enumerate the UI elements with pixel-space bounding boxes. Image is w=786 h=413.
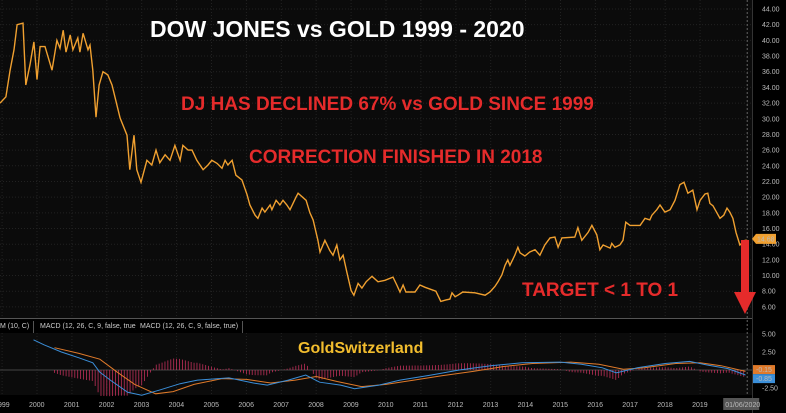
y-tick-label: 44.00 [762,7,780,14]
current-date-label: 01/06/2020 [725,402,760,409]
macd-value-badge [753,374,775,384]
x-tick-label: 2003 [134,402,150,409]
y-tick-label: 12.00 [762,257,780,264]
x-tick-label: 2011 [413,402,428,409]
x-tick-label: 2017 [622,402,638,409]
brand-watermark: GoldSwitzerland [298,340,424,357]
x-tick-label: 2018 [657,402,673,409]
x-tick-label: 2014 [518,402,534,409]
x-tick-label: 2009 [343,402,359,409]
macd-y-tick-label: 2.50 [762,350,776,357]
x-tick-label: 2006 [238,402,254,409]
y-tick-label: 16.00 [762,226,780,233]
y-tick-label: 8.00 [762,289,776,296]
x-axis-panel [0,395,786,413]
last-value-badge [752,233,776,244]
annotation-declined: DJ HAS DECLINED 67% vs GOLD SINCE 1999 [181,94,594,115]
x-tick-label: 2000 [29,402,45,409]
x-tick-label: 2004 [169,402,185,409]
y-tick-label: 36.00 [762,69,780,76]
indicator-tab-macd-1[interactable]: MACD (12, 26, C, 9, false, true) [36,321,144,333]
x-tick-label: 2019 [692,402,708,409]
y-tick-label: 14.00 [762,242,780,249]
y-tick-label: 20.00 [762,195,780,202]
y-tick-label: 34.00 [762,85,780,92]
indicator-tab-momentum[interactable]: M (10, C) [0,321,35,333]
y-axis-panel [752,0,786,413]
y-tick-label: 10.00 [762,273,780,280]
y-tick-label: 32.00 [762,101,780,108]
x-tick-label: 2001 [64,402,80,409]
signal-value-badge [753,365,775,375]
x-tick-label: 2013 [483,402,499,409]
y-tick-label: 26.00 [762,148,780,155]
main-panel [0,0,752,318]
target-arrow-head [734,292,756,314]
dow-gold-ratio-line [0,22,748,303]
y-tick-label: 6.00 [762,304,776,311]
target-arrow-shaft [741,240,749,292]
y-tick-label: 22.00 [762,179,780,186]
x-tick-label: 1999 [0,402,10,409]
annotation-target: TARGET < 1 TO 1 [522,280,679,301]
macd-line [33,339,746,396]
macd-value-label: -0.85 [756,376,772,383]
signal-value-label: -0.15 [756,367,772,374]
y-tick-label: 38.00 [762,54,780,61]
x-tick-label: 2008 [308,402,324,409]
current-date-box [723,398,760,410]
last-value-label: 14.68 [757,236,775,243]
y-tick-label: 42.00 [762,22,780,29]
x-tick-label: 2002 [99,402,115,409]
macd-panel [0,333,752,395]
y-tick-label: 40.00 [762,38,780,45]
x-tick-label: 2012 [448,402,464,409]
x-tick-label: 2016 [587,402,603,409]
y-tick-label: 24.00 [762,163,780,170]
annotation-correction: CORRECTION FINISHED IN 2018 [249,147,543,168]
y-tick-label: 30.00 [762,116,780,123]
macd-y-tick-label: 5.00 [762,332,776,339]
x-tick-label: 2010 [378,402,394,409]
macd-y-tick-label: -2.50 [762,386,778,393]
signal-line [54,347,746,395]
x-tick-label: 2015 [553,402,569,409]
x-tick-label: 2007 [273,402,289,409]
indicator-tab-macd-2[interactable]: MACD (12, 26, C, 9, false, true) [136,321,244,333]
y-tick-label: 18.00 [762,210,780,217]
x-tick-label: 2005 [204,402,220,409]
y-tick-label: 28.00 [762,132,780,139]
chart-title: DOW JONES vs GOLD 1999 - 2020 [150,16,525,42]
